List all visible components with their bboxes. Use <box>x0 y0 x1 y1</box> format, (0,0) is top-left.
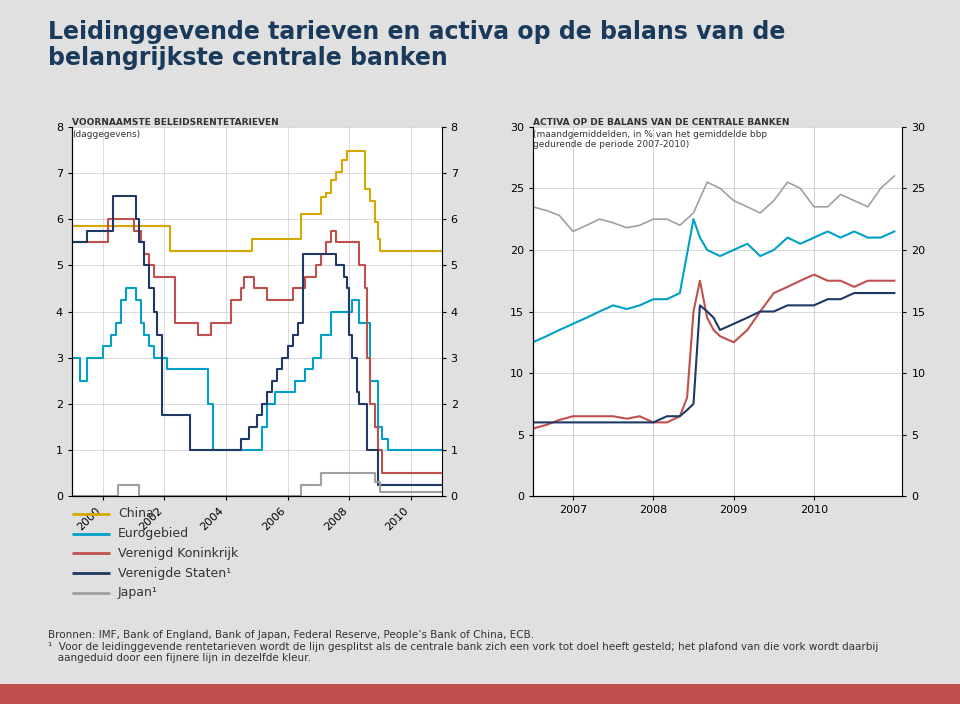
Text: Bronnen: IMF, Bank of England, Bank of Japan, Federal Reserve, People’s Bank of : Bronnen: IMF, Bank of England, Bank of J… <box>48 630 534 640</box>
Text: Eurogebied: Eurogebied <box>118 527 189 540</box>
Text: Verenigde Staten¹: Verenigde Staten¹ <box>118 567 231 579</box>
Text: ACTIVA OP DE BALANS VAN DE CENTRALE BANKEN: ACTIVA OP DE BALANS VAN DE CENTRALE BANK… <box>533 118 789 127</box>
Text: VOORNAAMSTE BELEIDSRENTETARIEVEN: VOORNAAMSTE BELEIDSRENTETARIEVEN <box>72 118 278 127</box>
Text: Verenigd Koninkrijk: Verenigd Koninkrijk <box>118 547 238 560</box>
Text: ¹  Voor de leidinggevende rentetarieven wordt de lijn gesplitst als de centrale : ¹ Voor de leidinggevende rentetarieven w… <box>48 642 878 652</box>
Text: Leidinggevende tarieven en activa op de balans van de: Leidinggevende tarieven en activa op de … <box>48 20 785 44</box>
Text: (daggegevens): (daggegevens) <box>72 130 140 139</box>
Text: aangeduid door een fijnere lijn in dezelfde kleur.: aangeduid door een fijnere lijn in dezel… <box>48 653 311 662</box>
Text: gedurende de periode 2007-2010): gedurende de periode 2007-2010) <box>533 140 689 149</box>
Text: 8: 8 <box>38 688 47 700</box>
Text: China: China <box>118 508 154 520</box>
Text: (maandgemiddelden, in % van het gemiddelde bbp: (maandgemiddelden, in % van het gemiddel… <box>533 130 767 139</box>
Text: belangrijkste centrale banken: belangrijkste centrale banken <box>48 46 447 70</box>
Text: Japan¹: Japan¹ <box>118 586 158 599</box>
